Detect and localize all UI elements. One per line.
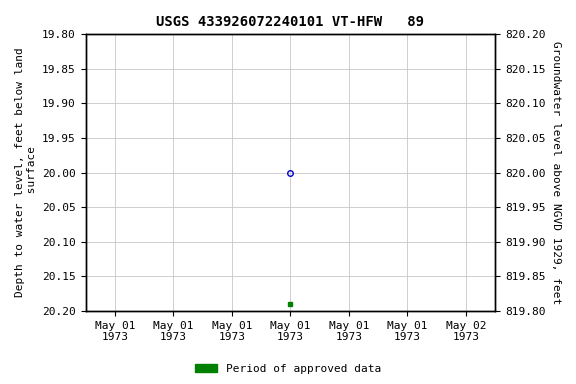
Legend: Period of approved data: Period of approved data xyxy=(191,359,385,379)
Y-axis label: Depth to water level, feet below land
 surface: Depth to water level, feet below land su… xyxy=(15,48,37,298)
Title: USGS 433926072240101 VT-HFW   89: USGS 433926072240101 VT-HFW 89 xyxy=(157,15,425,29)
Y-axis label: Groundwater level above NGVD 1929, feet: Groundwater level above NGVD 1929, feet xyxy=(551,41,561,304)
